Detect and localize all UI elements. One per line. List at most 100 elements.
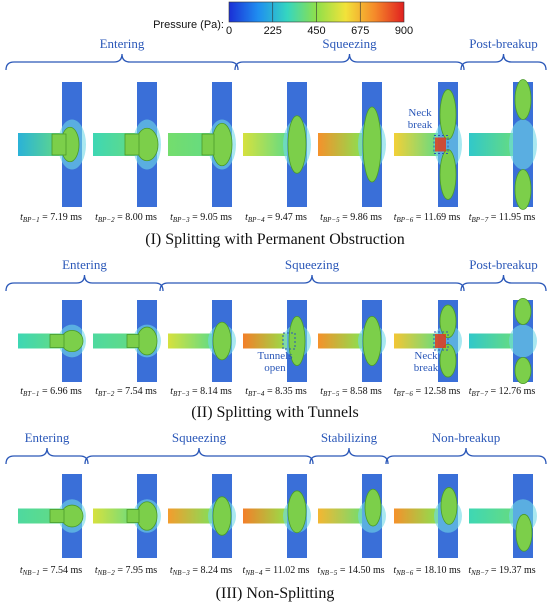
- simulation-frame: tBT−5 = 8.58 ms: [318, 300, 386, 398]
- annotation-label: open: [264, 362, 286, 374]
- neck-region: [435, 334, 446, 348]
- droplet: [49, 509, 65, 523]
- simulation-frame: tBT−7 = 12.76 ms: [469, 297, 537, 398]
- droplet: [362, 315, 382, 366]
- inlet-channel: [93, 508, 137, 524]
- frame-time-label: tBT−4 = 8.35 ms: [245, 386, 307, 398]
- phase-brace: [5, 274, 164, 292]
- inlet-channel: [318, 508, 362, 524]
- frame-time-label: tBT−2 = 7.54 ms: [95, 386, 157, 398]
- droplet: [514, 297, 532, 326]
- droplet: [201, 133, 215, 156]
- inlet-channel: [469, 508, 513, 524]
- pressure-halo: [434, 324, 462, 358]
- droplet: [49, 334, 65, 348]
- droplet: [515, 513, 533, 552]
- phase-label: Post-breakup: [469, 257, 538, 272]
- droplet: [136, 326, 158, 356]
- phase-brace: [460, 53, 547, 71]
- droplet: [439, 304, 457, 339]
- droplet: [362, 106, 382, 183]
- simulation-frame: tBP−4 = 9.47 ms: [243, 82, 311, 224]
- phase-label: Squeezing: [285, 257, 340, 272]
- pressure-halo: [509, 324, 537, 358]
- pressure-halo: [434, 119, 462, 170]
- droplet: [364, 488, 382, 527]
- frame-time-label: tBT−5 = 8.58 ms: [320, 386, 382, 398]
- row-1: Entering Squeezing Post-breakup tBP−1 = 7.1…: [5, 36, 547, 248]
- simulation-frame: tNB−2 = 7.95 ms: [93, 474, 161, 577]
- droplet: [514, 356, 532, 385]
- frame-time-label: tNB−4 = 11.02 ms: [243, 565, 310, 577]
- phase-brace: [159, 274, 465, 292]
- droplet: [440, 487, 458, 525]
- phase-label: Entering: [25, 430, 70, 445]
- frame-time-label: tBP−2 = 8.00 ms: [95, 212, 157, 224]
- inlet-channel: [168, 133, 212, 156]
- colorbar-tick-label: 0: [226, 25, 232, 37]
- inlet-channel: [318, 133, 362, 156]
- highlight-box: [282, 332, 296, 350]
- frame-time-label: tBT−3 = 8.14 ms: [170, 386, 232, 398]
- phase-label: Post-breakup: [469, 36, 538, 51]
- colorbar-tick-label: 225: [264, 25, 282, 37]
- simulation-frame: tBP−5 = 9.86 ms: [318, 82, 386, 224]
- simulation-frame: tNB−3 = 8.24 ms: [168, 474, 236, 577]
- simulation-frame: tBT−3 = 8.14 ms: [168, 300, 236, 398]
- droplet: [287, 115, 307, 174]
- simulation-frame: tNB−1 = 7.54 ms: [18, 474, 86, 577]
- frame-time-label: tBP−4 = 9.47 ms: [245, 212, 307, 224]
- simulation-frame: tBT−6 = 12.58 ms: [394, 300, 462, 398]
- phase-brace: [385, 447, 547, 465]
- droplet: [51, 133, 67, 156]
- droplet: [514, 169, 532, 210]
- phase-brace: [460, 274, 547, 292]
- inlet-channel: [18, 133, 62, 156]
- inlet-channel: [243, 508, 287, 524]
- droplet: [211, 122, 233, 167]
- frame-time-label: tNB−2 = 7.95 ms: [95, 565, 157, 577]
- annotation-label: Neck: [414, 350, 438, 362]
- inlet-channel: [93, 333, 137, 349]
- phase-brace: [84, 447, 314, 465]
- simulation-frame: tBT−4 = 8.35 ms: [243, 300, 311, 398]
- simulation-frame: tBP−2 = 8.00 ms: [93, 82, 161, 224]
- colorbar-label: Pressure (Pa):: [153, 19, 224, 31]
- simulation-frame: tBP−1 = 7.19 ms: [18, 82, 86, 224]
- annotation-label: Tunnels: [257, 350, 292, 362]
- frame-time-label: tNB−5 = 14.50 ms: [317, 565, 384, 577]
- phase-label: Stabilizing: [321, 430, 378, 445]
- frame-time-label: tBT−7 = 12.76 ms: [469, 386, 536, 398]
- annotation-label: break: [414, 362, 439, 374]
- row-3: Entering Squeezing Stabilizing Non-breakup t…: [5, 430, 547, 602]
- pressure-halo: [509, 119, 537, 170]
- row-title: (III) Non-Splitting: [216, 585, 335, 602]
- phase-label: Entering: [62, 257, 107, 272]
- simulation-frame: tBT−1 = 6.96 ms: [18, 300, 86, 398]
- frame-time-label: tNB−7 = 19.37 ms: [468, 565, 535, 577]
- droplet: [439, 343, 457, 378]
- simulation-frame: tBP−6 = 11.69 ms: [394, 82, 462, 224]
- inlet-channel: [243, 333, 287, 349]
- phase-label: Non-breakup: [432, 430, 501, 445]
- row-2: Entering Squeezing Post-breakup tBT−1 = 6.9…: [5, 257, 547, 421]
- phase-brace: [5, 53, 239, 71]
- annotation-label: break: [408, 119, 433, 131]
- phase-brace: [309, 447, 389, 465]
- inlet-channel: [394, 133, 438, 156]
- frame-time-label: tNB−3 = 8.24 ms: [170, 565, 232, 577]
- droplet: [124, 133, 140, 156]
- inlet-channel: [394, 333, 438, 349]
- neck-region: [435, 137, 446, 152]
- phase-label: Entering: [100, 36, 145, 51]
- colorbar-tick-label: 450: [307, 25, 325, 37]
- simulation-frame: tBT−2 = 7.54 ms: [93, 300, 161, 398]
- row-title: (I) Splitting with Permanent Obstruction: [145, 231, 405, 248]
- colorbar-tick-label: 675: [351, 25, 369, 37]
- simulation-frame: tNB−4 = 11.02 ms: [243, 474, 311, 577]
- droplet: [212, 496, 232, 536]
- simulation-frame: tNB−7 = 19.37 ms: [468, 474, 537, 577]
- row-title: (II) Splitting with Tunnels: [191, 404, 359, 421]
- droplet: [288, 315, 306, 366]
